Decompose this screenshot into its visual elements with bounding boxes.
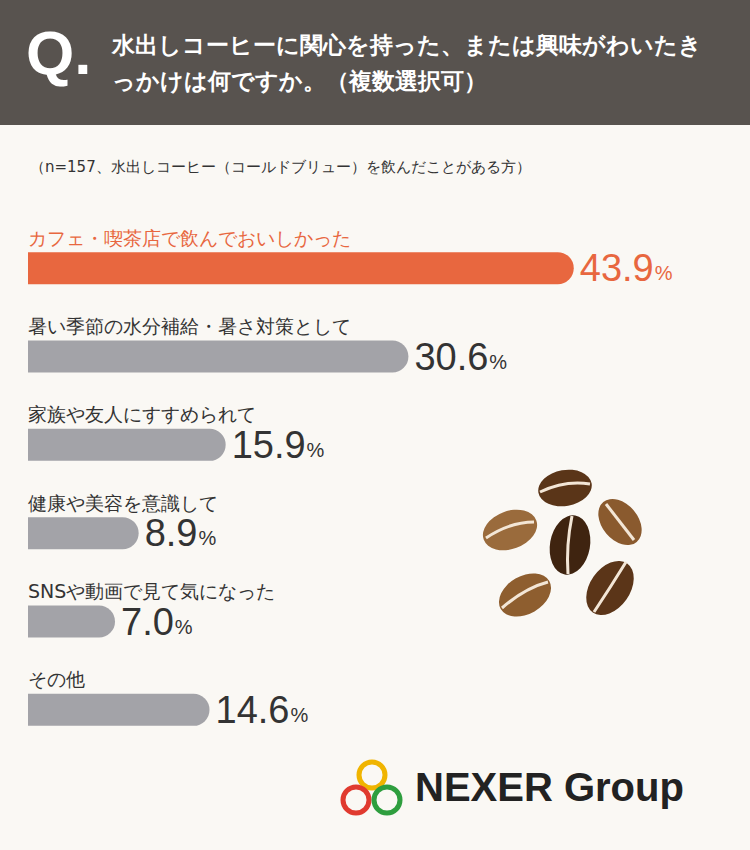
svg-text:カフェ・喫茶店で飲んでおいしかった: カフェ・喫茶店で飲んでおいしかった [28, 227, 351, 249]
svg-text:%: % [489, 351, 507, 373]
svg-text:その他: その他 [28, 668, 85, 690]
svg-text:%: % [655, 262, 673, 284]
html-text:NEXER Group: NEXER Group [415, 765, 684, 809]
svg-text:7.0: 7.0 [121, 601, 174, 643]
svg-text:暑い季節の水分補給・暑さ対策として: 暑い季節の水分補給・暑さ対策として [28, 315, 351, 337]
svg-text:8.9: 8.9 [145, 512, 198, 554]
html-text:Q.: Q. [26, 18, 92, 87]
svg-text:健康や美容を意識して: 健康や美容を意識して [28, 492, 218, 514]
svg-text:%: % [198, 527, 216, 549]
svg-text:%: % [307, 439, 325, 461]
svg-text:家族や友人にすすめられて: 家族や友人にすすめられて [28, 403, 256, 425]
html-text:水出しコーヒーに関心を持った、または興味がわいたきっかけは何: 水出しコーヒーに関心を持った、または興味がわいたきっかけは何ですか。（複数選択可… [112, 32, 702, 94]
svg-text:43.9: 43.9 [580, 247, 654, 289]
svg-text:14.6: 14.6 [216, 689, 290, 731]
svg-text:%: % [175, 616, 193, 638]
html-text:（n=157、水出しコーヒー（コールドブリュー）を飲んだこと: （n=157、水出しコーヒー（コールドブリュー）を飲んだことがある方） [30, 158, 531, 176]
svg-text:15.9: 15.9 [232, 424, 306, 466]
svg-text:%: % [290, 704, 308, 726]
svg-text:30.6: 30.6 [414, 336, 488, 378]
svg-text:SNSや動画で見て気になった: SNSや動画で見て気になった [28, 580, 275, 602]
